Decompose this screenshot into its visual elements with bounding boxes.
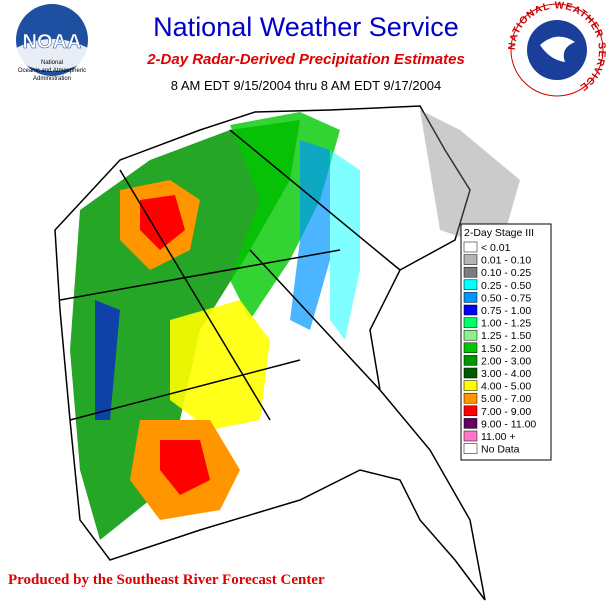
legend-swatch <box>463 241 478 253</box>
title: National Weather Service <box>153 12 459 42</box>
legend-label: 2.00 - 3.00 <box>481 355 531 367</box>
precip-map <box>54 105 520 601</box>
footer-credit: Produced by the Southeast River Forecast… <box>8 572 325 588</box>
legend-swatch <box>463 279 478 291</box>
legend-label: No Data <box>481 444 520 456</box>
noaa-caption: Oceanic and Atmospheric <box>18 68 86 74</box>
legend: 2-Day Stage III < 0.010.01 - 0.100.10 - … <box>460 223 552 461</box>
noaa-logo: NOAA National Oceanic and Atmospheric Ad… <box>16 4 88 82</box>
legend-label: 5.00 - 7.00 <box>481 393 531 405</box>
subtitle: 2-Day Radar-Derived Precipitation Estima… <box>146 51 465 68</box>
legend-label: 1.50 - 2.00 <box>481 343 531 355</box>
legend-title: 2-Day Stage III <box>464 227 534 239</box>
legend-label: 0.75 - 1.00 <box>481 305 531 317</box>
legend-swatch <box>463 392 478 404</box>
period: 8 AM EDT 9/15/2004 thru 8 AM EDT 9/17/20… <box>171 78 442 93</box>
legend-swatch <box>463 292 478 303</box>
legend-label: 4.00 - 5.00 <box>481 381 531 393</box>
legend-swatch <box>463 405 478 417</box>
legend-label: 1.00 - 1.25 <box>481 318 531 330</box>
legend-swatch <box>463 418 478 429</box>
legend-swatch <box>463 367 478 379</box>
legend-swatch <box>463 266 478 278</box>
noaa-caption: National <box>41 60 63 66</box>
legend-swatch <box>463 254 478 265</box>
noaa-caption: Administration <box>33 76 71 82</box>
legend-label: 0.25 - 0.50 <box>481 280 531 292</box>
legend-swatch <box>463 342 478 354</box>
noaa-name: NOAA <box>23 31 82 53</box>
legend-swatch <box>463 443 478 454</box>
legend-label: 11.00 + <box>481 431 516 443</box>
legend-label: 7.00 - 9.00 <box>481 406 531 418</box>
legend-label: 0.01 - 0.10 <box>481 255 531 267</box>
legend-swatch <box>463 317 478 328</box>
legend-label: 9.00 - 11.00 <box>481 418 536 430</box>
legend-label: < 0.01 <box>481 242 511 254</box>
nws-logo: NATIONAL WEATHER SERVICE <box>507 0 606 97</box>
legend-swatch <box>463 355 478 366</box>
legend-label: 1.25 - 1.50 <box>481 330 531 342</box>
legend-label: 0.50 - 0.75 <box>481 292 531 304</box>
legend-swatch <box>463 380 478 391</box>
legend-swatch <box>463 430 478 442</box>
legend-label: 3.00 - 4.00 <box>481 368 531 380</box>
legend-swatch <box>463 304 478 316</box>
legend-swatch <box>463 329 478 341</box>
legend-label: 0.10 - 0.25 <box>481 267 531 279</box>
